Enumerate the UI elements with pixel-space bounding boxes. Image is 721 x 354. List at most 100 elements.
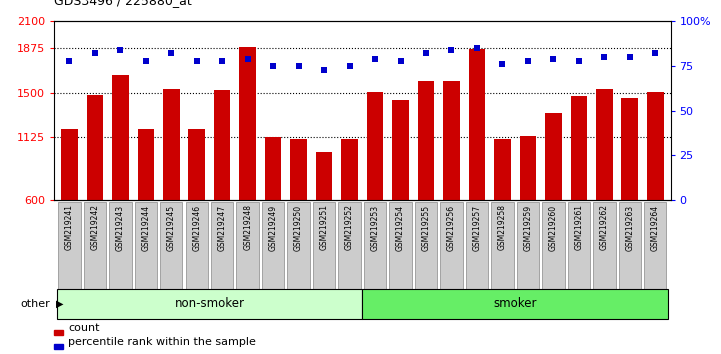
Text: GDS3496 / 225880_at: GDS3496 / 225880_at	[54, 0, 192, 7]
Bar	[367, 92, 384, 200]
FancyBboxPatch shape	[542, 202, 565, 289]
Text: GSM219255: GSM219255	[422, 204, 430, 251]
Point	[319, 67, 330, 72]
Text: GSM219249: GSM219249	[269, 204, 278, 251]
Point	[140, 58, 151, 63]
Text: other: other	[21, 298, 50, 309]
Text: count: count	[68, 323, 100, 333]
Bar	[596, 89, 613, 200]
FancyBboxPatch shape	[415, 202, 437, 289]
FancyBboxPatch shape	[313, 202, 335, 289]
Bar	[392, 100, 409, 200]
FancyBboxPatch shape	[236, 202, 259, 289]
FancyBboxPatch shape	[364, 202, 386, 289]
Point	[573, 58, 585, 63]
Point	[522, 58, 534, 63]
Bar	[494, 139, 510, 200]
FancyBboxPatch shape	[389, 202, 412, 289]
FancyBboxPatch shape	[466, 202, 488, 289]
Bar	[570, 96, 587, 200]
Text: ▶: ▶	[56, 298, 63, 309]
Text: GSM219254: GSM219254	[396, 204, 405, 251]
Point	[471, 45, 482, 51]
Text: GSM219256: GSM219256	[447, 204, 456, 251]
Text: GSM219243: GSM219243	[116, 204, 125, 251]
Point	[216, 58, 228, 63]
Bar	[61, 129, 78, 200]
FancyBboxPatch shape	[517, 202, 539, 289]
FancyBboxPatch shape	[338, 202, 360, 289]
FancyBboxPatch shape	[441, 202, 463, 289]
Point	[650, 51, 661, 56]
Bar	[87, 95, 103, 200]
Bar	[291, 139, 307, 200]
Text: GSM219261: GSM219261	[575, 204, 583, 250]
Bar	[417, 81, 434, 200]
Point	[115, 47, 126, 53]
Point	[166, 51, 177, 56]
Point	[242, 56, 254, 62]
Bar	[112, 75, 128, 200]
Bar	[163, 89, 180, 200]
Text: GSM219262: GSM219262	[600, 204, 609, 250]
Text: GSM219246: GSM219246	[193, 204, 201, 251]
FancyBboxPatch shape	[84, 202, 106, 289]
Text: GSM219250: GSM219250	[294, 204, 303, 251]
Text: GSM219251: GSM219251	[319, 204, 329, 250]
Point	[624, 54, 635, 60]
Bar	[622, 97, 638, 200]
Text: GSM219241: GSM219241	[65, 204, 74, 250]
Text: GSM219253: GSM219253	[371, 204, 379, 251]
Text: GSM219263: GSM219263	[625, 204, 634, 251]
Bar	[138, 129, 154, 200]
FancyBboxPatch shape	[491, 202, 513, 289]
FancyBboxPatch shape	[644, 202, 666, 289]
FancyBboxPatch shape	[109, 202, 131, 289]
Bar	[647, 92, 663, 200]
Bar	[443, 81, 460, 200]
Bar	[469, 48, 485, 200]
FancyBboxPatch shape	[362, 289, 668, 319]
Point	[293, 63, 304, 69]
Text: non-smoker: non-smoker	[174, 297, 244, 310]
Bar	[265, 137, 281, 200]
Text: GSM219244: GSM219244	[141, 204, 150, 251]
Bar	[214, 90, 231, 200]
FancyBboxPatch shape	[619, 202, 641, 289]
Bar	[239, 47, 256, 200]
Point	[547, 56, 559, 62]
Bar	[316, 152, 332, 200]
FancyBboxPatch shape	[211, 202, 234, 289]
Point	[497, 61, 508, 67]
Text: GSM219252: GSM219252	[345, 204, 354, 250]
Point	[394, 58, 406, 63]
FancyBboxPatch shape	[57, 289, 362, 319]
Bar	[188, 129, 205, 200]
Text: GSM219259: GSM219259	[523, 204, 532, 251]
Point	[446, 47, 457, 53]
Point	[267, 63, 279, 69]
Text: GSM219247: GSM219247	[218, 204, 226, 251]
Point	[369, 56, 381, 62]
FancyBboxPatch shape	[288, 202, 310, 289]
Text: GSM219257: GSM219257	[472, 204, 482, 251]
Point	[344, 63, 355, 69]
Point	[63, 58, 75, 63]
Text: GSM219264: GSM219264	[651, 204, 660, 251]
Text: GSM219242: GSM219242	[90, 204, 99, 250]
Bar	[341, 139, 358, 200]
Text: GSM219258: GSM219258	[498, 204, 507, 250]
FancyBboxPatch shape	[593, 202, 616, 289]
FancyBboxPatch shape	[160, 202, 182, 289]
Point	[89, 51, 101, 56]
Bar	[520, 136, 536, 200]
Bar	[545, 113, 562, 200]
Text: GSM219245: GSM219245	[167, 204, 176, 251]
Text: percentile rank within the sample: percentile rank within the sample	[68, 337, 257, 347]
FancyBboxPatch shape	[58, 202, 81, 289]
Text: smoker: smoker	[493, 297, 537, 310]
Point	[420, 51, 432, 56]
Point	[191, 58, 203, 63]
Text: GSM219260: GSM219260	[549, 204, 558, 251]
FancyBboxPatch shape	[135, 202, 157, 289]
